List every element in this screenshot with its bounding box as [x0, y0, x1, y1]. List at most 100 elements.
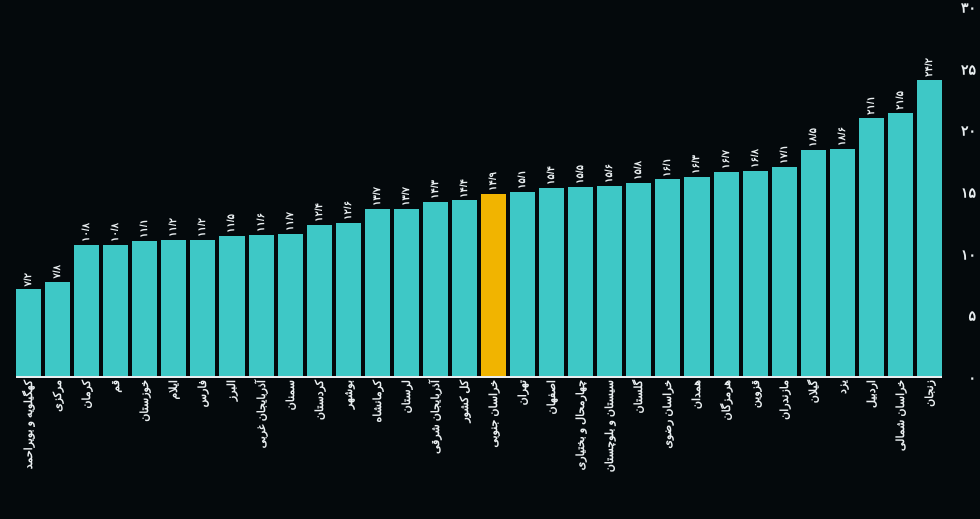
bar-slot: ۱۵/۶ — [597, 8, 622, 378]
x-label: مرکزی — [51, 380, 64, 416]
bar-value-label: ۱۰/۸ — [110, 223, 121, 242]
bar — [394, 209, 419, 378]
x-axis-labels: زنجانخراسان شمالیاردبیلیزدگیلانمازندرانق… — [16, 380, 942, 515]
bar — [830, 149, 855, 378]
x-label: کل کشور — [458, 380, 471, 427]
x-label-slot: سیستان و بلوچستان — [597, 380, 622, 515]
bar — [219, 236, 244, 378]
bar-slot: ۱۱/۱ — [132, 8, 157, 378]
bar — [801, 150, 826, 378]
x-label-slot: کل کشور — [452, 380, 477, 515]
bar-slot: ۱۳/۷ — [365, 8, 390, 378]
y-tick: ۲۵ — [961, 61, 976, 78]
x-label: کهگیلویه و بویراحمد — [22, 380, 35, 473]
bar — [510, 192, 535, 378]
y-axis-ticks: ۰۵۱۰۱۵۲۰۲۵۳۰ — [946, 8, 980, 378]
bar-value-label: ۱۴/۳ — [430, 180, 441, 199]
bar-value-label: ۱۲/۶ — [343, 201, 354, 220]
x-label: همدان — [690, 380, 703, 413]
x-label-slot: قم — [103, 380, 128, 515]
x-label: هرمزگان — [720, 380, 733, 425]
bar-slot: ۱۵/۴ — [539, 8, 564, 378]
x-label: ایلام — [167, 380, 180, 404]
x-label: گیلان — [807, 380, 820, 407]
plot-area: ۲۴/۲۲۱/۵۲۱/۱۱۸/۶۱۸/۵۱۷/۱۱۶/۸۱۶/۷۱۶/۳۱۶/۱… — [16, 8, 942, 378]
bar — [132, 241, 157, 378]
bar — [249, 235, 274, 378]
x-label-slot: خراسان رضوی — [655, 380, 680, 515]
bar-slot: ۱۶/۳ — [684, 8, 709, 378]
bar-slot: ۲۱/۵ — [888, 8, 913, 378]
bar-value-label: ۷/۲ — [23, 273, 34, 287]
bar-slot: ۱۱/۲ — [190, 8, 215, 378]
bar-value-label: ۱۴/۴ — [459, 179, 470, 198]
bar-highlight — [481, 194, 506, 378]
bar-slot: ۱۲/۴ — [307, 8, 332, 378]
x-label: تهران — [516, 380, 529, 409]
x-label-slot: کرمانشاه — [365, 380, 390, 515]
bar — [743, 171, 768, 378]
x-label: خراسان رضوی — [661, 380, 674, 453]
bar-slot: ۱۴/۴ — [452, 8, 477, 378]
x-label-slot: زنجان — [917, 380, 942, 515]
bar — [74, 245, 99, 378]
x-label-slot: اردبیل — [859, 380, 884, 515]
bar — [307, 225, 332, 378]
bar-slot: ۱۷/۱ — [772, 8, 797, 378]
bar-slot: ۱۱/۲ — [161, 8, 186, 378]
x-label-slot: گلستان — [626, 380, 651, 515]
bar-slot: ۲۴/۲ — [917, 8, 942, 378]
y-tick: ۱۰ — [961, 246, 976, 263]
bar-slot: ۱۲/۶ — [336, 8, 361, 378]
x-label-slot: قزوین — [743, 380, 768, 515]
bar-value-label: ۱۱/۵ — [226, 214, 237, 233]
x-label-slot: کردستان — [307, 380, 332, 515]
x-label-slot: گیلان — [801, 380, 826, 515]
bar — [423, 202, 448, 378]
bar — [365, 209, 390, 378]
x-label-slot: مازندران — [772, 380, 797, 515]
x-label-slot: آذربایجان شرقی — [423, 380, 448, 515]
bar-slot: ۷/۲ — [16, 8, 41, 378]
bar-value-label: ۲۱/۵ — [895, 91, 906, 110]
bar-value-label: ۲۴/۲ — [924, 58, 935, 77]
x-label: کردستان — [313, 380, 326, 424]
x-label: فارس — [196, 380, 209, 411]
bar-value-label: ۱۱/۷ — [285, 212, 296, 231]
bar-slot: ۱۰/۸ — [103, 8, 128, 378]
bar — [597, 186, 622, 378]
bar-value-label: ۷/۸ — [52, 265, 63, 279]
y-tick: ۳۰ — [961, 0, 976, 17]
bar-value-label: ۱۶/۷ — [721, 150, 732, 169]
x-label-slot: ایلام — [161, 380, 186, 515]
x-label-slot: کهگیلویه و بویراحمد — [16, 380, 41, 515]
bar — [45, 282, 70, 378]
bar — [161, 240, 186, 378]
bars-container: ۲۴/۲۲۱/۵۲۱/۱۱۸/۶۱۸/۵۱۷/۱۱۶/۸۱۶/۷۱۶/۳۱۶/۱… — [16, 8, 942, 378]
bar-value-label: ۱۳/۷ — [401, 187, 412, 206]
x-label: لرستان — [400, 380, 413, 417]
bar — [336, 223, 361, 378]
bar-value-label: ۱۰/۸ — [81, 223, 92, 242]
y-tick: ۲۰ — [961, 123, 976, 140]
x-label: کرمان — [80, 380, 93, 413]
y-tick: ۱۵ — [961, 185, 976, 202]
x-label-slot: همدان — [684, 380, 709, 515]
bar — [16, 289, 41, 378]
x-label-slot: مرکزی — [45, 380, 70, 515]
x-label-slot: خراسان جنوبی — [481, 380, 506, 515]
x-axis-baseline — [16, 376, 942, 378]
x-label: سیستان و بلوچستان — [603, 380, 616, 476]
bar-value-label: ۱۵/۶ — [604, 164, 615, 183]
x-label: البرز — [225, 380, 238, 405]
bar-value-label: ۱۴/۹ — [488, 172, 499, 191]
x-label: قم — [109, 380, 122, 397]
bar — [684, 177, 709, 378]
bar-slot: ۱۶/۱ — [655, 8, 680, 378]
bar-slot: ۱۵/۱ — [510, 8, 535, 378]
bar-value-label: ۱۲/۴ — [314, 203, 325, 222]
x-label-slot: سمنان — [278, 380, 303, 515]
x-label: خراسان شمالی — [894, 380, 907, 455]
bar-value-label: ۱۷/۱ — [779, 145, 790, 164]
bar-value-label: ۱۱/۶ — [256, 213, 267, 232]
